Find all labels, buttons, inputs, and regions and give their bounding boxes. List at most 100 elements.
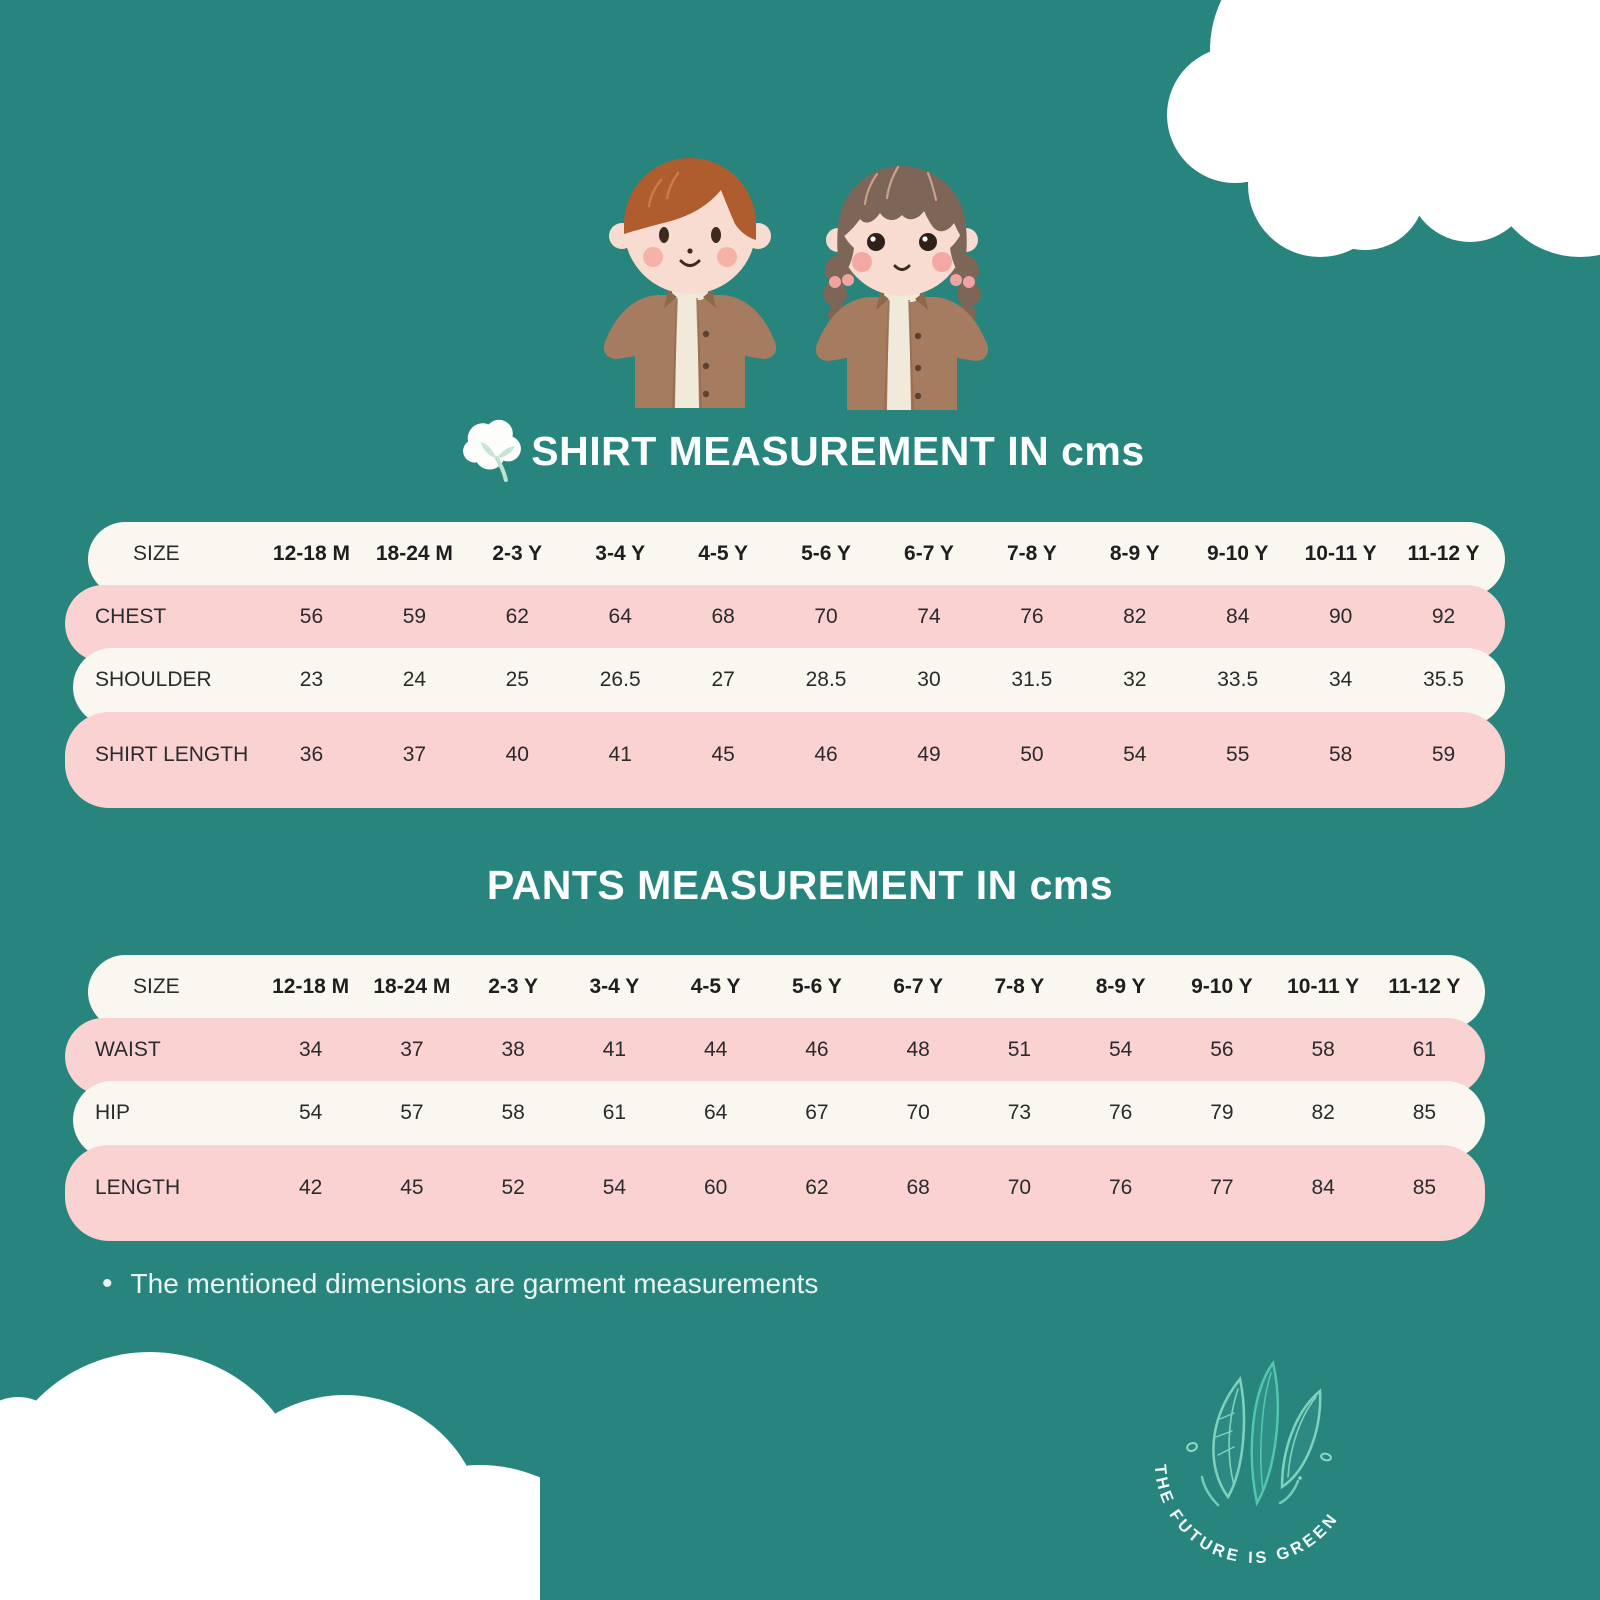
column-header: 6-7 Y [893, 974, 944, 998]
cell: 73 [1007, 1101, 1032, 1124]
cell: 24 [402, 668, 427, 691]
cell: 62 [805, 1176, 829, 1199]
cell: 30 [917, 668, 941, 691]
cell: 51 [1007, 1037, 1032, 1061]
cell: 36 [299, 743, 324, 766]
column-header: 7-8 Y [994, 974, 1045, 998]
column-header: 18-24 M [375, 541, 453, 565]
cell: 28.5 [805, 668, 847, 691]
cell: 90 [1328, 604, 1353, 628]
cloud-bottom-left [0, 1352, 540, 1600]
cell: 44 [703, 1037, 728, 1061]
cell: 37 [400, 1037, 424, 1061]
size-header-label: SIZE [133, 974, 180, 998]
column-header: 12-18 M [272, 974, 350, 998]
cell: 33.5 [1217, 668, 1259, 691]
column-header: 11-12 Y [1388, 974, 1461, 998]
cell: 70 [1007, 1176, 1032, 1199]
cell: 58 [501, 1101, 525, 1124]
cell: 61 [602, 1101, 627, 1124]
column-header: 6-7 Y [904, 541, 954, 565]
column-header: 10-11 Y [1287, 974, 1360, 998]
row-label: HIP [95, 1101, 131, 1124]
cell: 92 [1431, 604, 1456, 628]
cell: 56 [299, 604, 324, 628]
column-header: 9-10 Y [1206, 541, 1269, 565]
cell: 54 [1108, 1037, 1133, 1061]
cell: 34 [298, 1037, 323, 1061]
row-label: LENGTH [95, 1176, 181, 1199]
cell: 38 [501, 1037, 525, 1061]
row-label: SHIRT LENGTH [95, 743, 249, 766]
row-label: SHOULDER [95, 668, 212, 691]
shirt-table-title: SHIRT MEASUREMENT IN cms [531, 427, 1145, 474]
row-label: WAIST [95, 1037, 161, 1061]
girl-illustration [815, 165, 989, 410]
cell: 46 [814, 743, 838, 766]
size-header-label: SIZE [133, 541, 180, 565]
cell: 68 [711, 604, 735, 628]
cell: 46 [805, 1037, 829, 1061]
cell: 55 [1226, 743, 1250, 766]
cell: 85 [1412, 1176, 1437, 1199]
cell: 84 [1311, 1176, 1335, 1199]
column-header: 4-5 Y [698, 541, 749, 565]
cell: 57 [400, 1101, 424, 1124]
pants-measurement-table: SIZE 12-18 M 18-24 M 2-3 Y 3-4 Y 4-5 Y 5… [65, 955, 1485, 1241]
shirt-table-header-row: SIZE 12-18 M 18-24 M 2-3 Y 3-4 Y 4-5 Y 5… [88, 522, 1505, 596]
cell: 32 [1123, 668, 1147, 691]
bullet-point: • [102, 1267, 113, 1300]
cell: 84 [1226, 604, 1250, 628]
cell: 79 [1210, 1101, 1234, 1124]
cloud-top-right [1167, 0, 1600, 257]
cell: 60 [703, 1176, 728, 1199]
cell: 49 [917, 743, 941, 766]
cell: 34 [1328, 668, 1353, 691]
column-header: 12-18 M [272, 541, 350, 565]
cell: 67 [805, 1101, 829, 1124]
cell: 23 [299, 668, 324, 691]
cell: 61 [1412, 1037, 1437, 1061]
column-header: 2-3 Y [488, 974, 539, 998]
row-label: CHEST [95, 604, 167, 628]
column-header: 2-3 Y [492, 541, 543, 565]
cell: 41 [608, 743, 632, 766]
column-header: 9-10 Y [1191, 974, 1253, 998]
column-header: 10-11 Y [1304, 541, 1377, 565]
cell: 54 [602, 1176, 627, 1199]
cell: 25 [505, 668, 529, 691]
cell: 40 [505, 743, 529, 766]
cell: 76 [1108, 1176, 1133, 1199]
cell: 48 [906, 1037, 930, 1061]
cell: 31.5 [1011, 668, 1053, 691]
column-header: 18-24 M [373, 974, 451, 998]
cell: 56 [1210, 1037, 1234, 1061]
column-header: 4-5 Y [690, 974, 741, 998]
column-header: 8-9 Y [1109, 541, 1160, 565]
logo-arc-text: THE FUTURE IS GREEN [1151, 1464, 1343, 1568]
shirt-section-header: SHIRT MEASUREMENT IN cms [0, 414, 1600, 488]
pants-table-title: PANTS MEASUREMENT IN cms [486, 862, 1114, 908]
cell: 42 [298, 1176, 323, 1199]
pants-table-header-row: SIZE 12-18 M 18-24 M 2-3 Y 3-4 Y 4-5 Y 5… [88, 955, 1485, 1029]
cell: 59 [402, 604, 427, 628]
cell: 27 [711, 668, 735, 691]
column-header: 5-6 Y [791, 974, 842, 998]
cell: 74 [917, 604, 941, 628]
column-header: 3-4 Y [595, 541, 646, 565]
cell: 45 [711, 743, 735, 766]
cell: 41 [602, 1037, 627, 1061]
cell: 62 [505, 604, 529, 628]
column-header: 8-9 Y [1095, 974, 1146, 998]
cell: 52 [501, 1176, 525, 1199]
cell: 59 [1431, 743, 1456, 766]
cell: 82 [1123, 604, 1147, 628]
pants-length-row: LENGTH 42 45 52 54 60 62 68 70 76 77 84 … [65, 1145, 1485, 1241]
cell: 85 [1412, 1101, 1437, 1124]
column-header: 11-12 Y [1407, 541, 1480, 565]
cell: 70 [814, 604, 838, 628]
cell: 58 [1328, 743, 1353, 766]
shirt-length-row: SHIRT LENGTH 36 37 40 41 45 46 49 50 54 … [65, 712, 1505, 808]
cell: 76 [1108, 1101, 1133, 1124]
